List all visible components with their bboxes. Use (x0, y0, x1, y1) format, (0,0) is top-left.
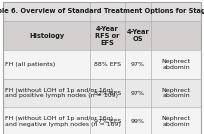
Bar (3, 107, 201, 134)
Text: FH (without LOH of 1p and/or 16q)
and positive lymph nodes (n = 109): FH (without LOH of 1p and/or 16q) and po… (5, 88, 118, 98)
Text: Nephrect
abdomin: Nephrect abdomin (162, 59, 191, 70)
Text: 97%: 97% (131, 62, 145, 67)
Text: Nephrect
abdomin: Nephrect abdomin (162, 88, 191, 98)
Text: 99%: 99% (131, 119, 145, 124)
Text: 97% EFS: 97% EFS (94, 119, 121, 124)
Text: 88% EFS: 88% EFS (94, 62, 121, 67)
Text: 82% EFS: 82% EFS (94, 91, 121, 96)
Text: 97%: 97% (131, 91, 145, 96)
Text: Nephrect
abdomin: Nephrect abdomin (162, 116, 191, 127)
Bar (3, 79, 201, 107)
Bar (3, 2, 201, 21)
Text: FH (without LOH of 1p and/or 16q)
and negative lymph nodes (n = 169): FH (without LOH of 1p and/or 16q) and ne… (5, 116, 121, 127)
Bar (3, 50, 201, 79)
Text: Histology: Histology (29, 33, 64, 38)
Text: 4-Year
RFS or
EFS: 4-Year RFS or EFS (95, 25, 120, 46)
Text: FH (all patients): FH (all patients) (5, 62, 55, 67)
Text: Table 6. Overview of Standard Treatment Options for Stage I: Table 6. Overview of Standard Treatment … (0, 8, 204, 14)
Text: 4-Year
OS: 4-Year OS (127, 29, 150, 42)
Bar (3, 21, 201, 50)
